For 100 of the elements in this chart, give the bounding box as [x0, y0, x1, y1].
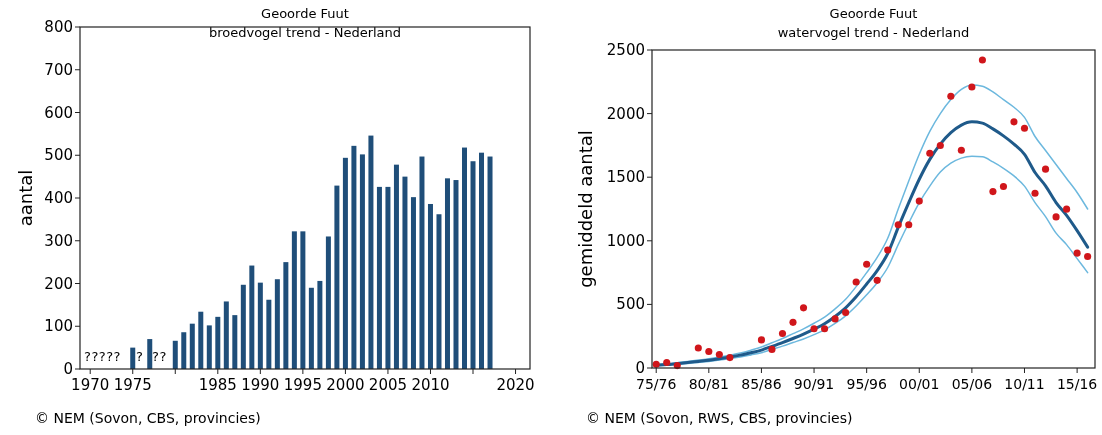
- point: [799, 304, 808, 312]
- point: [778, 329, 787, 338]
- point: [1084, 252, 1092, 261]
- bar: [274, 279, 280, 369]
- bar: [419, 156, 425, 369]
- y-axis-title: aantal: [15, 169, 36, 227]
- bar: [223, 301, 229, 369]
- bar: [291, 231, 297, 369]
- x-tick-label: 75/76: [636, 376, 677, 392]
- annotation: ?????: [84, 349, 121, 364]
- point: [705, 347, 713, 356]
- bar: [325, 236, 331, 369]
- y-tick-label: 700: [44, 60, 73, 79]
- bar: [427, 203, 433, 369]
- y-axis-title: gemiddeld aantal: [575, 130, 596, 288]
- point: [715, 350, 723, 359]
- point: [831, 315, 839, 323]
- bar: [130, 347, 136, 369]
- point: [789, 318, 797, 326]
- chart-subtitle: watervogel trend - Nederland: [777, 25, 970, 40]
- point: [873, 276, 881, 284]
- bar: [172, 340, 178, 369]
- point: [968, 83, 976, 91]
- point: [652, 360, 660, 368]
- x-tick-label: 2000: [326, 376, 365, 394]
- x-tick-label: 1990: [241, 376, 280, 394]
- x-tick-label: 00/01: [899, 376, 940, 392]
- bar: [206, 325, 212, 369]
- bar: [385, 186, 391, 369]
- bar: [266, 299, 272, 369]
- point: [863, 260, 871, 268]
- x-tick-label: 1985: [198, 376, 237, 394]
- x-tick-label: 85/86: [741, 376, 782, 392]
- bar: [487, 156, 493, 369]
- point: [694, 344, 702, 352]
- point: [1052, 213, 1060, 221]
- y-tick-label: 400: [44, 189, 73, 207]
- y-tick-label: 1500: [606, 168, 645, 187]
- point: [894, 221, 902, 229]
- x-tick-label: 90/91: [793, 376, 835, 392]
- point: [947, 92, 955, 100]
- y-tick-label: 500: [44, 146, 73, 165]
- point: [1020, 124, 1029, 132]
- point: [1063, 205, 1071, 213]
- y-tick-label: 2000: [606, 104, 645, 123]
- point: [663, 358, 671, 367]
- x-tick-label: 2020: [496, 376, 535, 394]
- bar: [368, 135, 374, 369]
- bar: [317, 280, 323, 369]
- point: [884, 246, 892, 254]
- y-tick-label: 1000: [606, 231, 645, 250]
- bar: [453, 180, 459, 369]
- bar: [359, 154, 365, 369]
- point: [821, 325, 829, 333]
- bar: [198, 311, 204, 369]
- y-tick-label: 0: [635, 359, 645, 377]
- bar: [249, 265, 255, 369]
- bar: [308, 287, 314, 369]
- annotation: ??: [152, 349, 167, 364]
- bar: [410, 197, 416, 369]
- point: [905, 221, 913, 229]
- point: [936, 141, 944, 150]
- point: [726, 354, 734, 362]
- bar: [240, 284, 246, 369]
- x-tick-label: 95/96: [846, 376, 887, 392]
- bar: [189, 323, 195, 369]
- x-tick-label: 80/81: [688, 376, 729, 392]
- point: [989, 188, 997, 196]
- bar: [147, 339, 153, 369]
- chart-title: Geoorde Fuut: [829, 6, 918, 21]
- y-tick-label: 600: [44, 103, 73, 122]
- point: [957, 146, 965, 154]
- bar: [334, 185, 340, 369]
- bar: [462, 147, 467, 369]
- text: © NEM (Sovon, CBS, provincies): [35, 410, 261, 426]
- bar: [444, 178, 450, 369]
- point: [1041, 165, 1050, 173]
- bar: [181, 332, 187, 369]
- y-tick-label: 300: [44, 231, 73, 250]
- point: [978, 56, 986, 64]
- point: [810, 325, 818, 333]
- x-tick-label: 2005: [368, 376, 408, 394]
- bar: [351, 145, 357, 369]
- point: [842, 308, 850, 317]
- bar: [232, 315, 238, 369]
- chart-subtitle: broedvogel trend - Nederland: [208, 25, 402, 40]
- y-tick-label: 2500: [606, 41, 645, 59]
- x-tick-label: 15/16: [1056, 376, 1098, 392]
- point: [768, 345, 776, 353]
- y-tick-label: 800: [44, 18, 73, 36]
- bar: [283, 262, 289, 369]
- y-tick-label: 0: [63, 360, 73, 378]
- x-tick-label: 1975: [113, 376, 152, 394]
- bar: [300, 231, 306, 369]
- y-tick-label: 200: [44, 274, 73, 293]
- bar: [470, 161, 476, 369]
- x-tick-label: 1970: [71, 376, 110, 394]
- chart-title: Geoorde Fuut: [261, 6, 349, 21]
- point: [1010, 118, 1018, 126]
- bar: [257, 282, 263, 369]
